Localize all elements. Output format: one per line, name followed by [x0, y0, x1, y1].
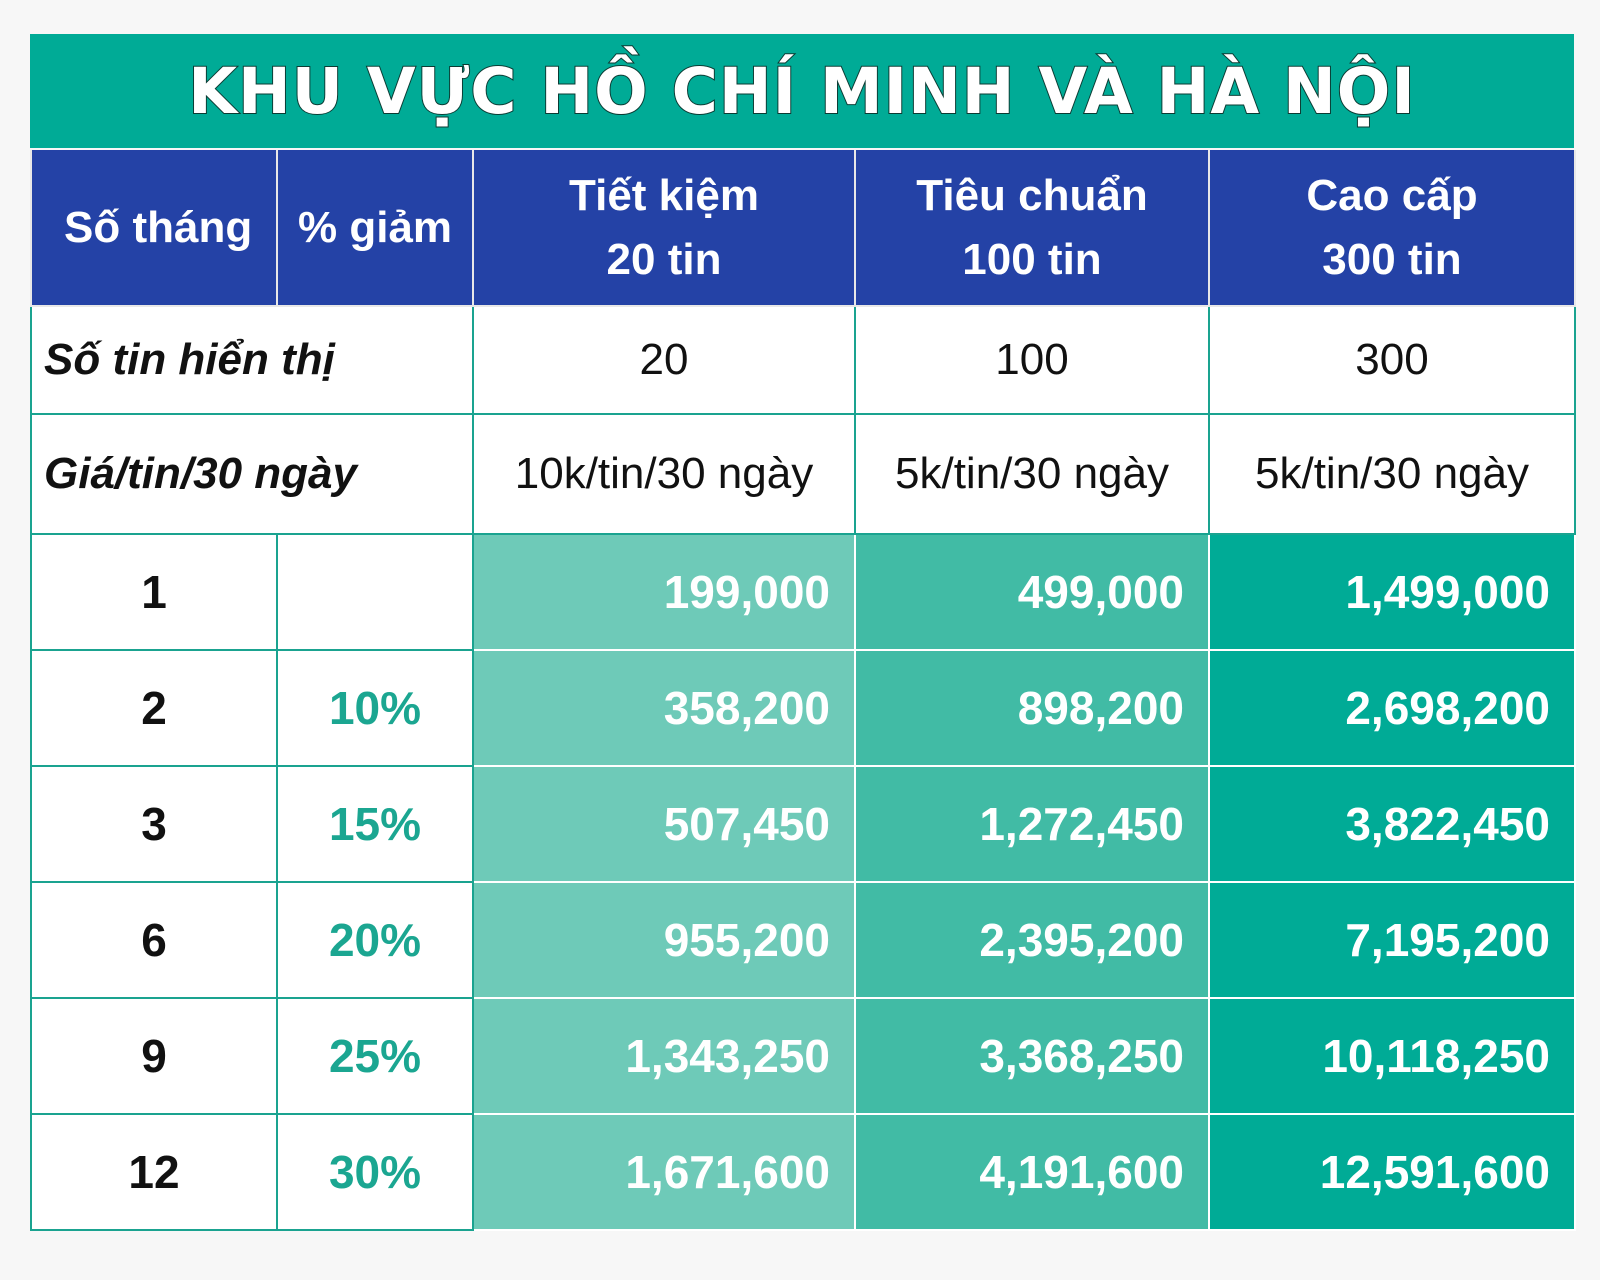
- price-cell: 1,272,450: [854, 765, 1210, 883]
- title-banner: KHU VỰC HỒ CHÍ MINH VÀ HÀ NỘI: [30, 34, 1574, 148]
- info-value: 5k/tin/30 ngày: [1208, 413, 1576, 535]
- price-cell: 955,200: [472, 881, 856, 999]
- price-cell: 12,591,600: [1208, 1113, 1576, 1231]
- info-row-price-per-listing: Giá/tin/30 ngày 10k/tin/30 ngày 5k/tin/3…: [30, 413, 1576, 535]
- table-row: 3 15% 507,450 1,272,450 3,822,450: [30, 765, 1576, 883]
- info-label: Số tin hiển thị: [30, 305, 474, 415]
- plan-name: Tiết kiệm: [569, 170, 759, 220]
- plan-name: Tiêu chuẩn: [916, 170, 1148, 220]
- plan-name: Cao cấp: [1306, 170, 1478, 220]
- months-cell: 1: [30, 533, 278, 651]
- table-row: 12 30% 1,671,600 4,191,600 12,591,600: [30, 1113, 1576, 1231]
- table-row: 6 20% 955,200 2,395,200 7,195,200: [30, 881, 1576, 999]
- header-plan-cao-cap: Cao cấp 300 tin: [1208, 150, 1576, 307]
- discount-cell: 25%: [276, 997, 474, 1115]
- price-cell: 3,822,450: [1208, 765, 1576, 883]
- header-plan-tieu-chuan: Tiêu chuẩn 100 tin: [854, 150, 1210, 307]
- price-cell: 358,200: [472, 649, 856, 767]
- price-cell: 1,343,250: [472, 997, 856, 1115]
- price-cell: 1,671,600: [472, 1113, 856, 1231]
- header-discount: % giảm: [276, 150, 474, 307]
- months-cell: 2: [30, 649, 278, 767]
- price-cell: 2,698,200: [1208, 649, 1576, 767]
- discount-cell: [276, 533, 474, 651]
- info-value: 20: [472, 305, 856, 415]
- months-cell: 6: [30, 881, 278, 999]
- discount-cell: 10%: [276, 649, 474, 767]
- page-title: KHU VỰC HỒ CHÍ MINH VÀ HÀ NỘI: [187, 54, 1416, 129]
- months-cell: 12: [30, 1113, 278, 1231]
- header-plan-tiet-kiem: Tiết kiệm 20 tin: [472, 150, 856, 307]
- price-cell: 507,450: [472, 765, 856, 883]
- header-row: Số tháng % giảm Tiết kiệm 20 tin Tiêu ch…: [30, 150, 1576, 307]
- price-cell: 4,191,600: [854, 1113, 1210, 1231]
- pricing-table: Số tháng % giảm Tiết kiệm 20 tin Tiêu ch…: [30, 150, 1576, 1231]
- discount-cell: 30%: [276, 1113, 474, 1231]
- info-value: 10k/tin/30 ngày: [472, 413, 856, 535]
- price-cell: 1,499,000: [1208, 533, 1576, 651]
- plan-count: 300 tin: [1322, 234, 1462, 284]
- price-cell: 2,395,200: [854, 881, 1210, 999]
- info-value: 300: [1208, 305, 1576, 415]
- months-cell: 9: [30, 997, 278, 1115]
- price-cell: 499,000: [854, 533, 1210, 651]
- plan-count: 20 tin: [606, 234, 722, 284]
- header-months: Số tháng: [30, 150, 278, 307]
- table-row: 9 25% 1,343,250 3,368,250 10,118,250: [30, 997, 1576, 1115]
- discount-cell: 15%: [276, 765, 474, 883]
- months-cell: 3: [30, 765, 278, 883]
- info-label: Giá/tin/30 ngày: [30, 413, 474, 535]
- info-value: 100: [854, 305, 1210, 415]
- price-cell: 3,368,250: [854, 997, 1210, 1115]
- price-cell: 199,000: [472, 533, 856, 651]
- plan-count: 100 tin: [962, 234, 1102, 284]
- info-value: 5k/tin/30 ngày: [854, 413, 1210, 535]
- table-row: 2 10% 358,200 898,200 2,698,200: [30, 649, 1576, 767]
- table-row: 1 199,000 499,000 1,499,000: [30, 533, 1576, 651]
- price-cell: 7,195,200: [1208, 881, 1576, 999]
- price-cell: 10,118,250: [1208, 997, 1576, 1115]
- discount-cell: 20%: [276, 881, 474, 999]
- price-cell: 898,200: [854, 649, 1210, 767]
- info-row-listing-count: Số tin hiển thị 20 100 300: [30, 305, 1576, 415]
